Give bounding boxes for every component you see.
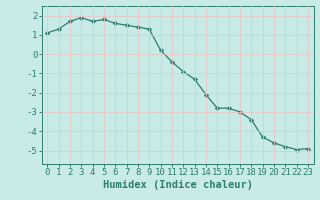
X-axis label: Humidex (Indice chaleur): Humidex (Indice chaleur)	[103, 180, 252, 190]
